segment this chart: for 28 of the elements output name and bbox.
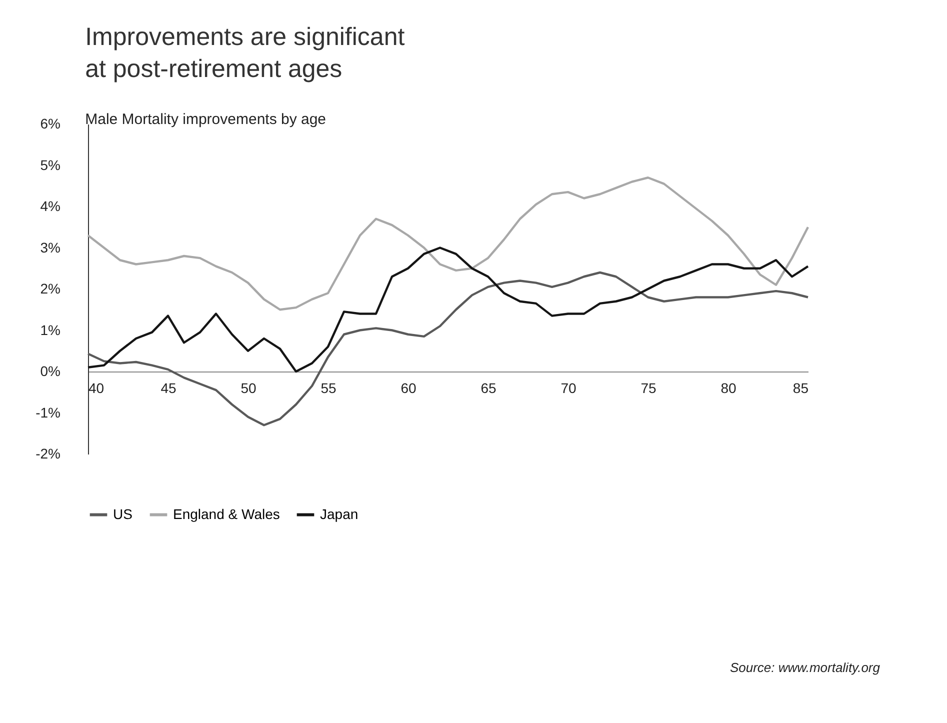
source-note: Source: www.mortality.org xyxy=(728,660,880,675)
x-tick-label: 75 xyxy=(640,380,656,396)
y-tick-label: -1% xyxy=(36,404,60,420)
x-tick-label: 80 xyxy=(720,380,736,396)
x-tick-label: 70 xyxy=(560,380,576,396)
chart-title: Improvements are significant at post-retirement ages xyxy=(85,23,405,83)
y-tick-label: 1% xyxy=(40,322,60,338)
y-tick-label: 3% xyxy=(40,239,60,256)
legend-label: England & Wales xyxy=(173,506,280,522)
legend-label: Japan xyxy=(320,506,358,522)
y-tick-label: 2% xyxy=(40,280,60,296)
line-series xyxy=(86,176,810,311)
legend-label: US xyxy=(113,506,132,522)
x-tick-label: 65 xyxy=(480,380,496,396)
line-series xyxy=(86,246,810,373)
x-tick-label: 55 xyxy=(320,380,336,396)
x-tick-label: 40 xyxy=(88,380,104,396)
x-tick-label: 60 xyxy=(400,380,416,396)
y-tick-label: 6% xyxy=(40,116,60,132)
y-tick-label: 4% xyxy=(40,198,60,214)
x-tick-label: 45 xyxy=(160,380,176,396)
x-tick-label: 50 xyxy=(240,380,256,396)
line-series xyxy=(86,271,810,426)
x-tick-label: 85 xyxy=(792,380,809,396)
y-tick-label: -2% xyxy=(36,446,60,462)
y-tick-label: 0% xyxy=(40,363,60,379)
y-tick-label: 5% xyxy=(40,156,60,173)
chart-subtitle: Male Mortality improvements by age xyxy=(85,111,326,128)
